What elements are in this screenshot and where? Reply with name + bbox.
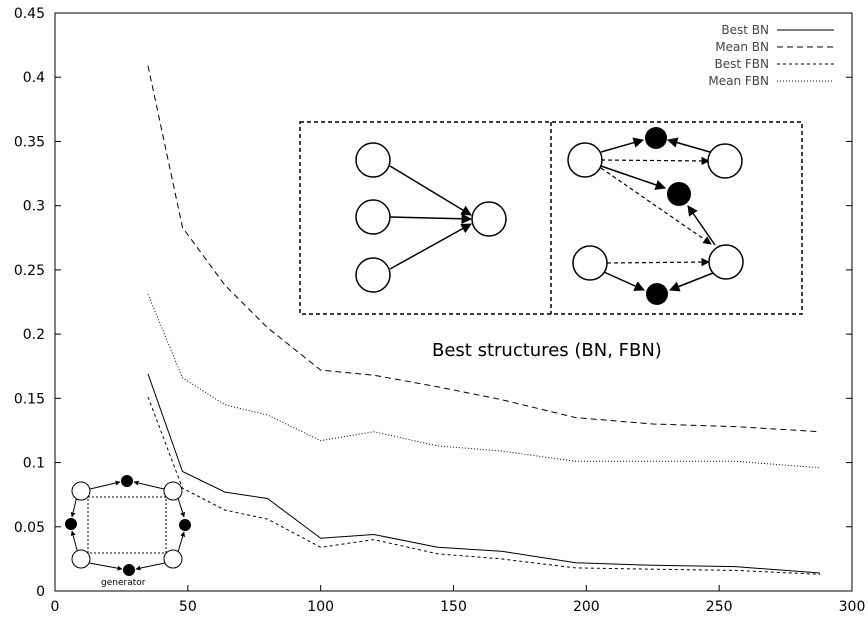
x-tick-label: 250 <box>706 599 733 615</box>
legend-label-best-fbn: Best FBN <box>715 57 770 71</box>
legend-label-mean-fbn: Mean FBN <box>708 74 769 88</box>
fbn-latent-node <box>646 283 668 305</box>
y-tick-label: 0.2 <box>23 327 45 343</box>
legend-label-mean-bn: Mean BN <box>715 40 769 54</box>
y-tick-label: 0.05 <box>14 520 45 536</box>
series-line-mean-fbn <box>147 294 821 469</box>
x-tick-label: 200 <box>573 599 600 615</box>
y-tick-label: 0.25 <box>14 263 45 279</box>
bn-node <box>355 142 391 178</box>
y-axis: 0 0.05 0.1 0.15 0.2 0.25 0.3 0.35 0.4 0.45 <box>14 6 852 600</box>
y-tick-label: 0.4 <box>23 70 45 86</box>
legend-label-best-bn: Best BN <box>721 23 769 37</box>
generator-latent-node <box>123 564 135 576</box>
x-tick-label: 100 <box>307 599 334 615</box>
generator-latent-node <box>121 475 133 487</box>
bn-node <box>355 257 391 293</box>
best-structures-inset <box>299 121 803 315</box>
x-axis: 0 50 100 150 200 250 300 <box>51 585 866 615</box>
x-tick-label: 150 <box>440 599 467 615</box>
generator-node <box>163 481 183 501</box>
generator-label: generator <box>101 578 146 588</box>
bn-structure-diagram <box>355 142 507 293</box>
bn-node <box>355 199 391 235</box>
generator-latent-node <box>179 519 191 531</box>
generator-node <box>163 549 183 569</box>
fbn-latent-node <box>645 127 667 149</box>
fbn-node <box>572 245 608 281</box>
generator-node <box>71 549 91 569</box>
legend: Best BN Mean BN Best FBN Mean FBN <box>708 23 834 88</box>
fbn-node <box>708 244 744 280</box>
fbn-node <box>567 142 603 178</box>
fbn-structure-diagram <box>567 127 744 305</box>
fbn-node <box>707 143 743 179</box>
y-tick-label: 0 <box>36 584 45 600</box>
fbn-latent-node <box>667 182 691 206</box>
y-tick-label: 0.3 <box>23 199 45 215</box>
generator-node <box>71 481 91 501</box>
bn-target-node <box>471 201 507 237</box>
generator-diagram: generator <box>65 475 191 588</box>
y-tick-label: 0.35 <box>14 134 45 150</box>
series-line-best-fbn <box>147 396 821 575</box>
series-layer <box>147 65 821 575</box>
generator-latent-node <box>65 518 77 530</box>
x-tick-label: 0 <box>51 599 60 615</box>
y-tick-label: 0.15 <box>14 391 45 407</box>
x-tick-label: 300 <box>839 599 866 615</box>
series-line-best-bn <box>147 373 821 574</box>
y-tick-label: 0.1 <box>23 456 45 472</box>
structures-caption: Best structures (BN, FBN) <box>432 340 662 361</box>
y-tick-label: 0.45 <box>14 6 45 22</box>
x-tick-label: 50 <box>179 599 197 615</box>
series-line-mean-bn <box>147 65 821 433</box>
